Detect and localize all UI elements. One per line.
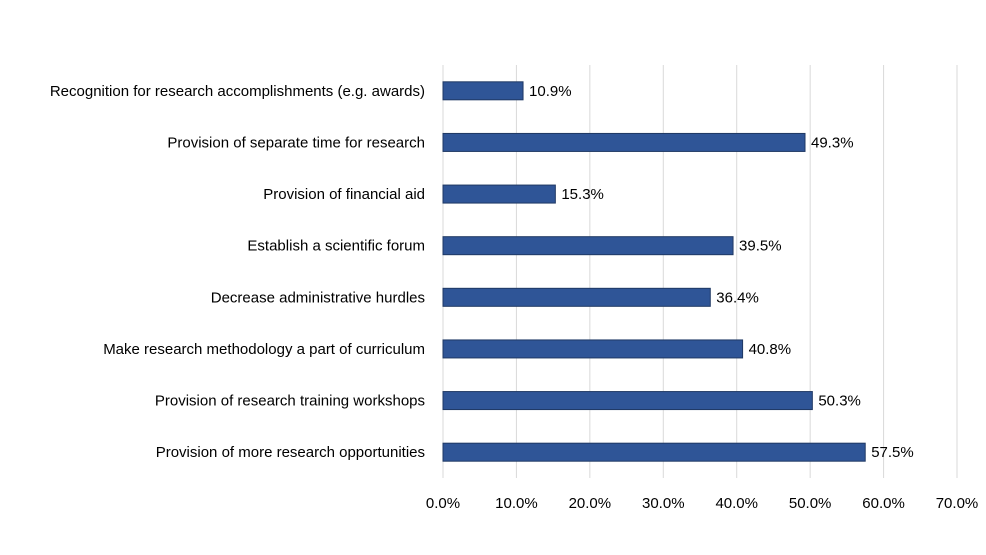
data-label: 50.3% — [818, 393, 861, 410]
category-label: Provision of research training workshops — [155, 393, 425, 410]
bar — [442, 81, 524, 101]
x-tick-label: 40.0% — [715, 495, 758, 512]
data-label: 39.5% — [739, 238, 782, 255]
bar — [442, 442, 866, 462]
data-label: 40.8% — [749, 341, 792, 358]
category-label: Decrease administrative hurdles — [211, 289, 425, 306]
x-tick-label: 30.0% — [642, 495, 685, 512]
bar — [442, 339, 744, 359]
bar — [442, 391, 813, 411]
data-label: 15.3% — [561, 186, 604, 203]
x-tick-label: 50.0% — [789, 495, 832, 512]
x-tick-label: 0.0% — [426, 495, 460, 512]
data-label: 10.9% — [529, 83, 572, 100]
category-label: Make research methodology a part of curr… — [103, 341, 425, 358]
bar — [442, 132, 806, 152]
x-tick-label: 70.0% — [936, 495, 979, 512]
bar — [442, 236, 734, 256]
data-label: 36.4% — [716, 289, 759, 306]
x-tick-label: 10.0% — [495, 495, 538, 512]
category-label: Provision of separate time for research — [167, 134, 425, 151]
bar — [442, 287, 711, 307]
category-label: Establish a scientific forum — [247, 238, 425, 255]
bar — [442, 184, 556, 204]
data-label: 49.3% — [811, 134, 854, 151]
x-tick-label: 20.0% — [569, 495, 612, 512]
data-label: 57.5% — [871, 444, 914, 461]
category-label: Provision of financial aid — [263, 186, 425, 203]
category-label: Provision of more research opportunities — [156, 444, 425, 461]
category-label: Recognition for research accomplishments… — [50, 83, 425, 100]
x-tick-label: 60.0% — [862, 495, 905, 512]
